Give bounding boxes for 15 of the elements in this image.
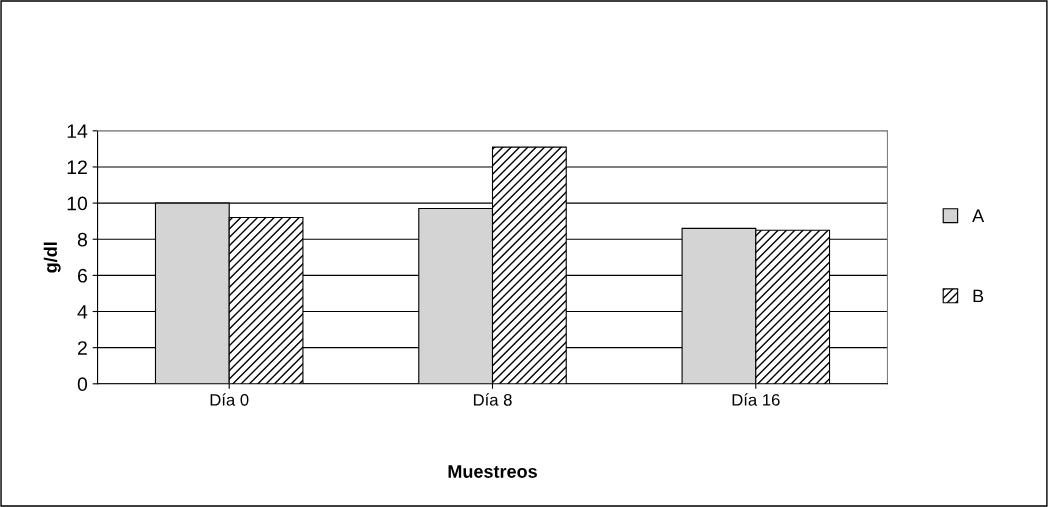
x-tick-label: Día 8 [473,393,512,406]
x-axis-title: Muestreos [448,465,537,478]
y-tick-label: 2 [78,341,87,355]
y-axis-title: g/dl [43,242,61,273]
y-tick-label: 12 [67,160,87,174]
y-tick-label: 8 [77,232,87,247]
x-tick-label: Día 0 [210,393,249,406]
y-tick-label: 14 [67,124,88,138]
legend-label: B [973,289,984,303]
x-tick-label: Día 16 [732,393,780,406]
y-tick-label: 4 [77,305,88,319]
y-tick-label: 10 [67,196,88,211]
y-tick-label: 0 [77,377,88,392]
legend-label: A [972,209,985,222]
y-tick-label: 6 [78,268,87,283]
